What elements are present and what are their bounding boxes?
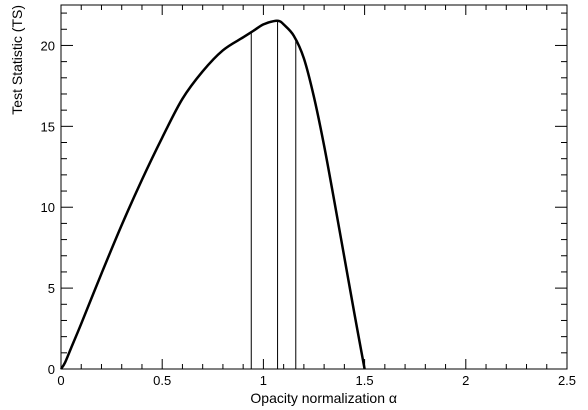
y-tick-label: 15 [41,119,55,134]
plot-frame [60,4,568,370]
y-axis-title: Test Statistic (TS) [9,5,25,115]
x-tick-label: 2.5 [558,373,576,388]
x-tick-label: 1.5 [356,373,374,388]
x-tick-label: 0.5 [153,373,171,388]
y-tick-label: 10 [41,200,55,215]
y-tick-label: 0 [48,362,55,377]
x-tick-label: 2 [462,373,469,388]
ts-curve [59,19,366,370]
x-tick-label: 1 [260,373,267,388]
axis-ticks: 0 0.5 1 1.5 2 2.5 0 5 10 15 20 [41,5,576,388]
y-tick-label: 20 [41,38,55,53]
x-tick-label: 0 [57,373,64,388]
y-tick-label: 5 [48,281,55,296]
vertical-markers [250,21,297,369]
x-axis-title: Opacity normalization α [250,390,397,406]
